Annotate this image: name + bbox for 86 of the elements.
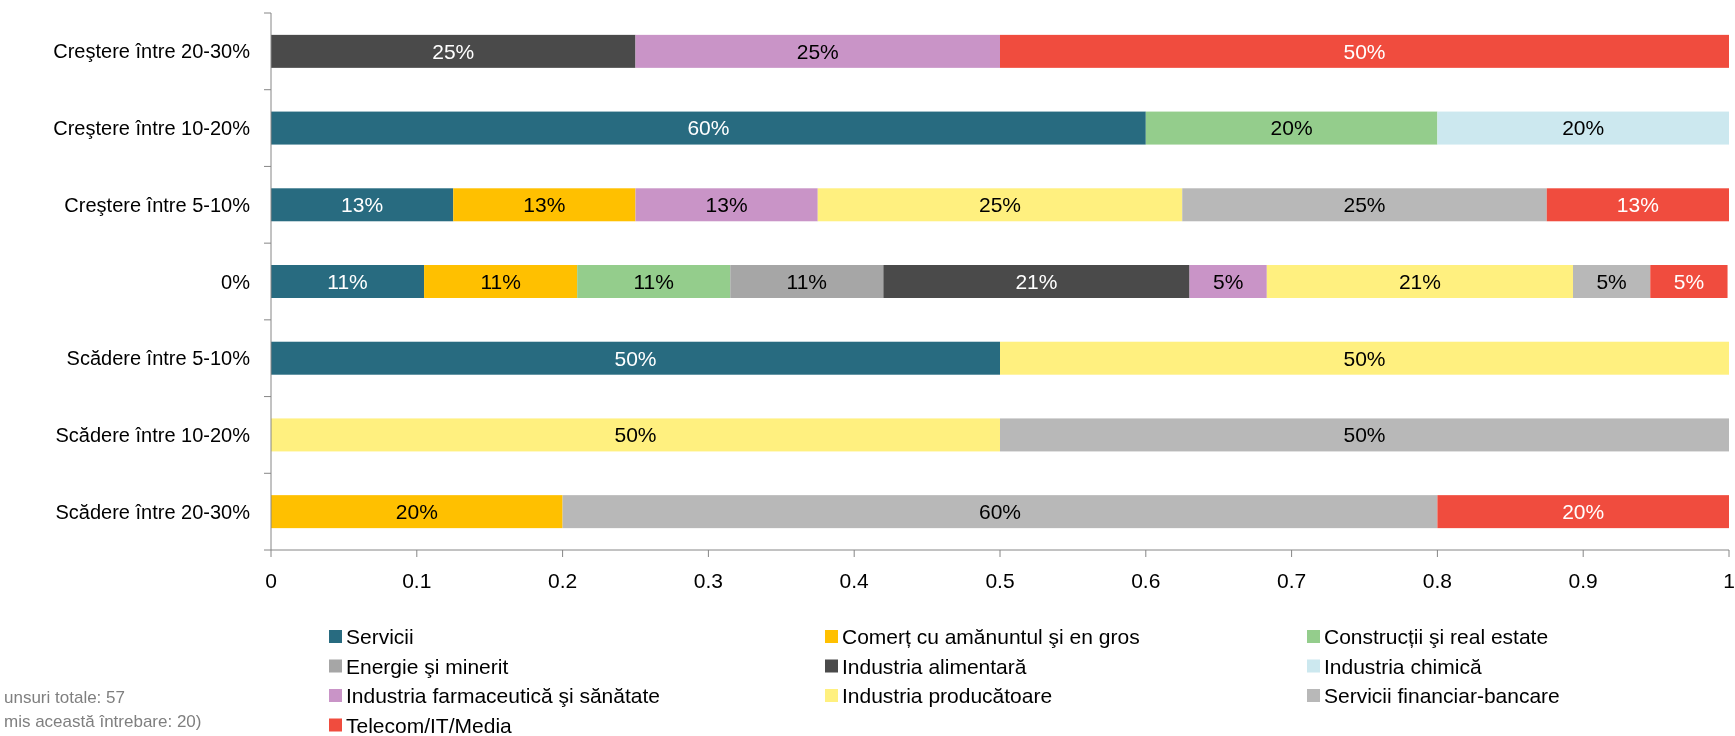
bar	[635, 34, 1000, 68]
legend-label: Comerț cu amănuntul şi en gros	[842, 625, 1140, 649]
data-label: 60%	[687, 116, 730, 140]
x-tick-label: 0.1	[402, 569, 432, 592]
data-label: 5%	[1596, 269, 1627, 293]
x-tick-label: 0.2	[548, 569, 578, 592]
data-label: 11%	[786, 269, 828, 293]
bar	[577, 265, 731, 298]
x-tick-label: 0.6	[1131, 569, 1161, 592]
legend-label: Construcții şi real estate	[1324, 625, 1549, 649]
data-label: 50%	[1343, 39, 1386, 63]
data-label: 5%	[1213, 269, 1244, 293]
bar	[453, 188, 636, 222]
bar	[730, 265, 884, 298]
bar	[635, 188, 818, 222]
y-tick-label: Scădere între 5-10%	[66, 347, 251, 370]
bar	[562, 495, 1438, 529]
bar	[271, 188, 454, 222]
legend-label: Industria farmaceutică şi sănătate	[346, 684, 660, 708]
y-tick-label: Creştere între 20-30%	[53, 40, 251, 63]
y-tick-label: Scădere între 10-20%	[55, 423, 251, 446]
x-tick-label: 0.5	[985, 569, 1015, 592]
data-label: 13%	[1616, 193, 1659, 217]
data-label: 5%	[1673, 269, 1705, 293]
bar	[271, 495, 563, 529]
data-label: 13%	[523, 193, 566, 217]
bar	[1437, 111, 1729, 145]
bar	[424, 265, 578, 298]
bar	[1546, 188, 1729, 222]
legend-label: Industria alimentară	[842, 654, 1027, 678]
data-label: 11%	[633, 269, 674, 293]
x-tick-label: 0.4	[839, 569, 870, 592]
bar	[883, 265, 1190, 298]
bar	[271, 111, 1146, 145]
bar	[1145, 111, 1438, 145]
y-tick-label: Creştere între 5-10%	[64, 193, 251, 216]
bar	[1650, 265, 1728, 298]
bar	[271, 265, 425, 298]
text: unsuri totale: 57	[4, 688, 125, 707]
data-label: 25%	[1343, 193, 1386, 217]
x-tick-label: 1	[1723, 569, 1735, 592]
y-tick-label: Creştere între 10-20%	[53, 117, 251, 140]
x-tick-label: 0.7	[1277, 569, 1307, 592]
data-label: 20%	[1562, 499, 1605, 523]
data-label: 50%	[614, 423, 657, 447]
bar	[1437, 495, 1729, 529]
x-tick-label: 0.8	[1422, 569, 1452, 592]
data-label: 13%	[341, 193, 384, 217]
data-label: 60%	[978, 499, 1022, 523]
bar	[1000, 34, 1729, 68]
data-label: 25%	[796, 39, 839, 63]
data-label: 11%	[327, 269, 368, 293]
bar	[271, 341, 1000, 375]
bar	[271, 34, 636, 68]
legend-label: Telecom/IT/Media	[346, 713, 513, 736]
data-label: 25%	[432, 39, 475, 63]
data-label: 20%	[1562, 116, 1605, 140]
legend-label: Servicii financiar-bancare	[1324, 684, 1560, 708]
bar	[1182, 188, 1547, 222]
y-tick-label: 0%	[221, 270, 251, 293]
data-label: 20%	[1270, 116, 1313, 140]
data-label: 20%	[395, 499, 438, 523]
legend-label: Servicii	[346, 625, 414, 649]
data-label: 50%	[614, 346, 657, 370]
x-tick-label: 0.9	[1568, 569, 1598, 592]
legend-label: Industria chimică	[1324, 654, 1482, 678]
bar	[1189, 265, 1267, 298]
data-label: 21%	[1398, 269, 1441, 293]
text: mis această întrebare: 20)	[4, 712, 202, 731]
bar	[1266, 265, 1573, 298]
bar	[1000, 341, 1729, 375]
bar	[1000, 418, 1729, 452]
data-label: 25%	[978, 193, 1022, 217]
bar	[271, 418, 1000, 452]
data-label: 21%	[1015, 269, 1058, 293]
legend-label: Industria producătoare	[842, 684, 1053, 708]
data-label: 50%	[1343, 346, 1386, 370]
bar	[1572, 265, 1651, 298]
x-tick-label: 0	[265, 569, 277, 592]
y-tick-label: Scădere între 20-30%	[55, 500, 251, 523]
bar	[817, 188, 1183, 222]
data-label: 13%	[705, 193, 748, 217]
legend-label: Energie şi minerit	[346, 654, 509, 678]
x-tick-label: 0.3	[693, 569, 723, 592]
data-label: 50%	[1343, 423, 1386, 447]
data-label: 11%	[480, 269, 521, 293]
